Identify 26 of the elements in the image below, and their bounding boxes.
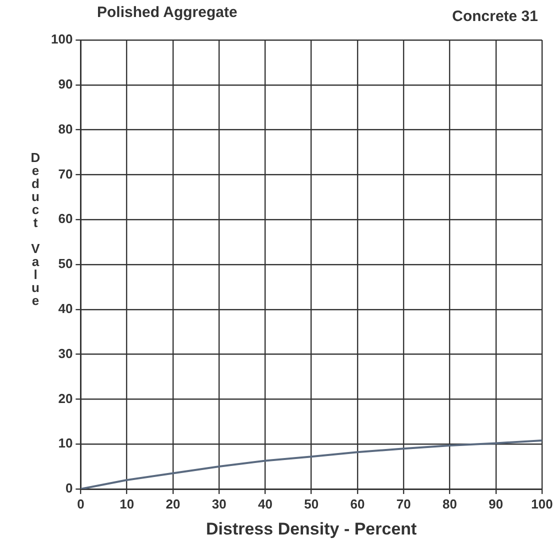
x-tick-label: 40 [258,496,272,512]
y-tick-label: 50 [58,256,73,272]
x-tick-label: 20 [166,496,180,512]
y-tick-label: 60 [58,211,73,226]
chart-title: Polished Aggregate [97,4,238,21]
chart-subtitle: Concrete 31 [452,8,538,25]
x-tick-label: 10 [120,496,134,512]
y-tick-label: 80 [58,121,73,136]
x-tick-label: 90 [488,496,504,512]
y-tick-label: 20 [58,390,73,406]
x-tick-label: 70 [396,496,411,512]
x-tick-label: 50 [304,496,319,512]
y-axis-title: Deduct Value [28,150,43,306]
y-tick-label: 100 [50,32,73,47]
x-tick-label: 100 [531,496,553,512]
x-tick-label: 80 [442,496,457,512]
y-tick-label: 70 [58,166,73,182]
x-tick-label: 0 [77,496,84,512]
x-tick-label: 30 [212,496,226,512]
y-tick-label: 40 [58,300,73,316]
y-tick-label: 0 [65,480,73,496]
x-axis-title: Distress Density - Percent [206,519,418,538]
y-tick-label: 90 [58,76,73,92]
y-tick-label: 10 [58,436,73,451]
x-tick-label: 60 [350,496,365,512]
y-tick-label: 30 [58,346,73,361]
